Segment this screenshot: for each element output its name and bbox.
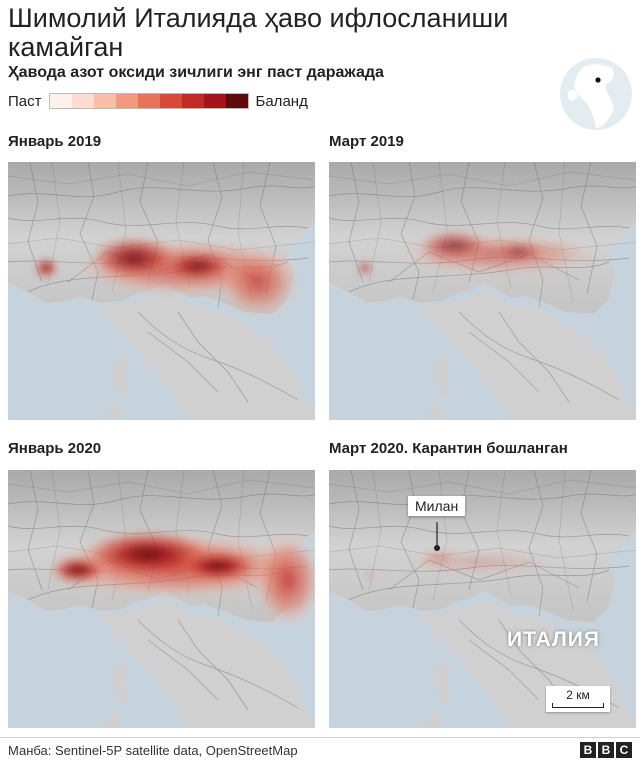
panel-title-mar-2020: Март 2020. Карантин бошланган (329, 440, 568, 457)
footer-divider (0, 737, 640, 738)
map-jan-2019 (8, 162, 315, 420)
legend-swatch-5 (159, 94, 182, 108)
scale-bar-label: 2 км (566, 688, 590, 702)
page-title: Шимолий Италияда ҳаво ифлосланиши камайг… (8, 3, 509, 62)
source-credit: Манба: Sentinel-5P satellite data, OpenS… (8, 743, 298, 758)
scale-bar: 2 км (546, 686, 610, 712)
bbc-logo-letter-2: C (616, 742, 632, 758)
map-mar-2019 (329, 162, 636, 420)
legend-swatch-4 (137, 94, 160, 108)
legend-swatch-2 (93, 94, 116, 108)
pollution-overlay (363, 549, 559, 579)
legend-low-label: Паст (8, 92, 42, 110)
city-label-milan: Милан (408, 496, 466, 516)
panel-title-mar-2019: Март 2019 (329, 133, 404, 150)
page-subtitle: Ҳавода азот оксиди зичлиги энг паст дара… (8, 64, 384, 81)
globe-locator-icon (560, 58, 632, 130)
scale-bar-line (552, 703, 604, 708)
pollution-overlay (34, 236, 298, 316)
map-mar-2020: Милан ИТАЛИЯ 2 км (329, 470, 636, 728)
legend-swatch-7 (203, 94, 226, 108)
legend-swatch-3 (115, 94, 138, 108)
legend-swatch-0 (49, 94, 72, 108)
pollution-overlay (48, 530, 315, 626)
legend-color-scale (48, 93, 249, 109)
pollution-overlay (357, 230, 599, 275)
panel-title-jan-2020: Январь 2020 (8, 440, 102, 457)
legend-high-label: Баланд (255, 92, 308, 110)
bbc-logo-letter-1: B (598, 742, 614, 758)
panel-title-jan-2019: Январь 2019 (8, 133, 102, 150)
color-legend: Паст Баланд (8, 90, 308, 112)
map-jan-2020 (8, 470, 315, 728)
bbc-logo-letter-0: B (580, 742, 596, 758)
legend-swatch-6 (181, 94, 204, 108)
legend-swatch-8 (225, 94, 248, 108)
country-label-italy: ИТАЛИЯ (507, 628, 600, 651)
legend-swatch-1 (71, 94, 94, 108)
milan-marker-icon (434, 545, 440, 551)
